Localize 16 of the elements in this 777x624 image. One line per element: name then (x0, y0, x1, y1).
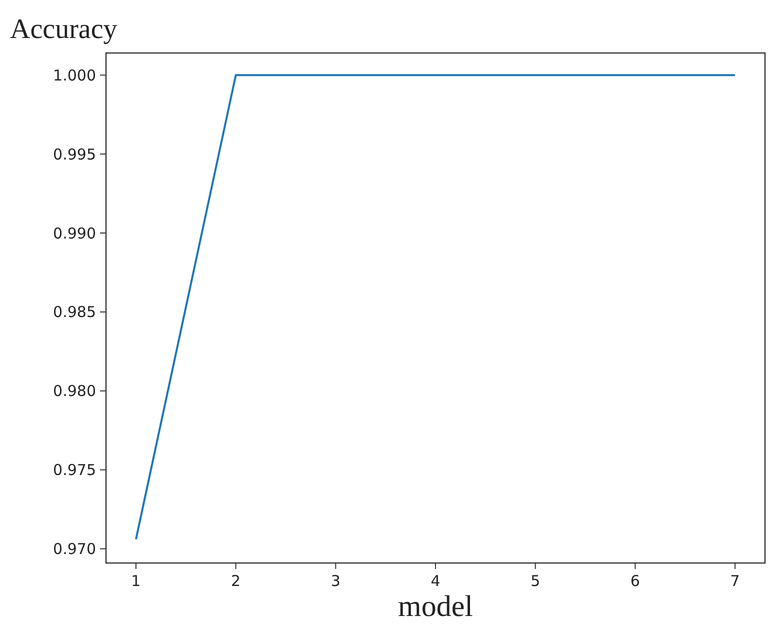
x-tick-label: 6 (630, 572, 640, 590)
x-tick-label: 4 (430, 572, 440, 590)
y-tick-label: 0.990 (53, 224, 96, 242)
y-axis-title: Accuracy (10, 14, 118, 45)
x-tick-label: 7 (730, 572, 740, 590)
x-tick-label: 5 (530, 572, 540, 590)
y-tick-label: 0.995 (53, 145, 96, 164)
x-tick-label: 1 (131, 572, 141, 590)
y-tick-label: 0.980 (53, 382, 96, 400)
x-tick-label: 2 (231, 572, 241, 590)
x-axis-title: model (398, 590, 473, 623)
y-tick-label: 1.000 (53, 66, 96, 84)
y-tick-label: 0.975 (53, 461, 96, 480)
x-tick-label: 3 (330, 572, 340, 590)
y-tick-label: 0.970 (53, 540, 96, 558)
y-tick-label: 0.985 (53, 303, 96, 322)
